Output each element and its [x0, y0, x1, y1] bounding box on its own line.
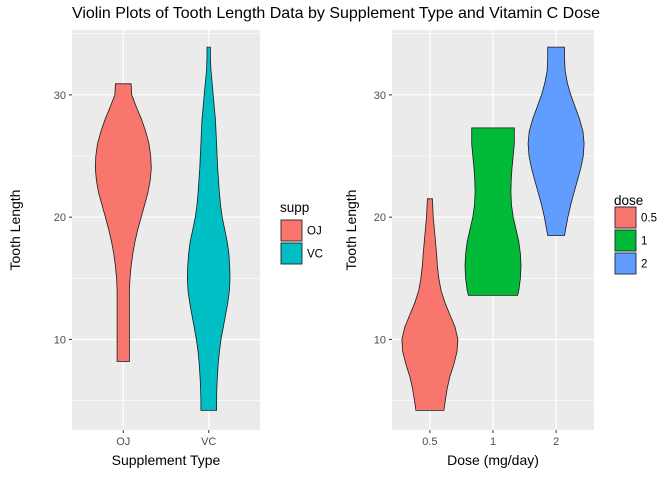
y-tick-label: 20	[374, 212, 386, 224]
chart-panel-1: 10 20 30 OJ VC Supplement Type Tooth Length sup…	[7, 30, 323, 468]
y-axis-title: Tooth Length	[343, 190, 359, 271]
y-tick-label: 30	[374, 90, 386, 102]
violin-vc	[186, 46, 231, 411]
x-tick-label: 1	[490, 436, 496, 448]
x-tick-label: 2	[553, 436, 559, 448]
y-tick-label: 10	[54, 334, 66, 346]
legend-swatch	[280, 219, 303, 242]
legend-title: supp	[280, 200, 309, 215]
legend: dose 0.5 1 2	[614, 193, 657, 275]
legend-label: OJ	[307, 226, 322, 238]
y-tick-label: 30	[54, 90, 66, 102]
y-tick-label: 20	[54, 212, 66, 224]
legend-swatch	[614, 206, 637, 229]
legend-swatch	[280, 242, 303, 265]
legend-label: 0.5	[641, 213, 657, 225]
legend-label: 2	[641, 259, 647, 271]
legend-label: 1	[641, 236, 647, 248]
y-axis-title: Tooth Length	[7, 190, 23, 271]
x-tick-label: OJ	[116, 436, 130, 448]
x-tick-label: 0.5	[422, 436, 437, 448]
legend-label: VC	[307, 249, 323, 261]
x-tick-label: VC	[201, 436, 216, 448]
page-title: Violin Plots of Tooth Length Data by Sup…	[72, 5, 600, 22]
violin-oj	[94, 83, 152, 362]
x-axis-title: Supplement Type	[112, 452, 221, 468]
legend: supp OJ VC	[280, 200, 323, 265]
x-axis-title: Dose (mg/day)	[447, 452, 539, 468]
legend-swatch	[614, 229, 637, 252]
violin-0-5	[401, 198, 459, 411]
plot-background	[72, 30, 260, 430]
chart-panel-2: 10 20 30 0.5 1 2 Dose (mg/day) Tooth Length dose…	[343, 30, 657, 468]
legend-swatch	[614, 252, 637, 275]
y-tick-label: 10	[374, 334, 386, 346]
violin-2	[527, 46, 585, 236]
legend-title: dose	[614, 193, 643, 208]
violin-1	[464, 127, 522, 296]
